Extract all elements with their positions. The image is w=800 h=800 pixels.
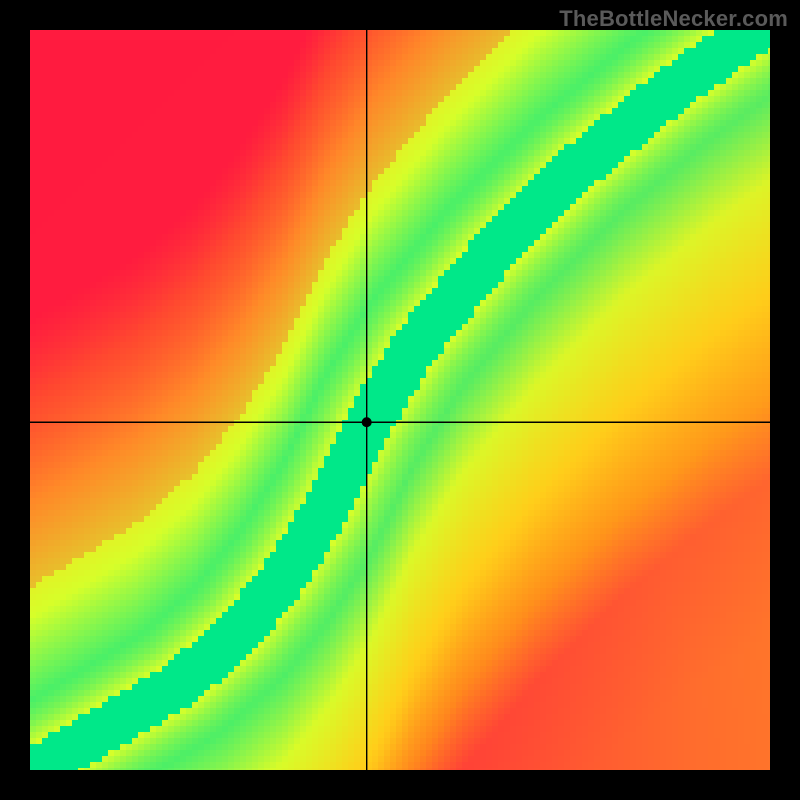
chart-container: TheBottleNecker.com (0, 0, 800, 800)
watermark-text: TheBottleNecker.com (559, 6, 788, 32)
bottleneck-heatmap (0, 0, 800, 800)
